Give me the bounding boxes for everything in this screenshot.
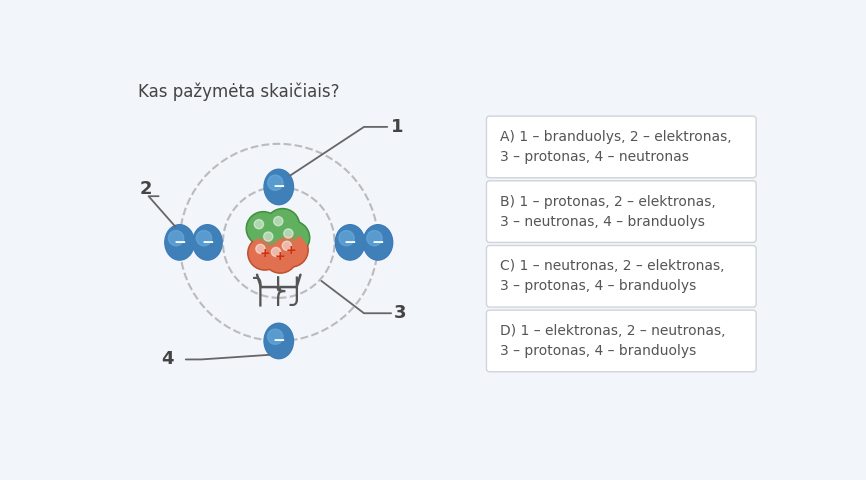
Text: +: +: [260, 247, 270, 260]
Circle shape: [246, 212, 281, 245]
Text: −: −: [344, 235, 357, 250]
Ellipse shape: [367, 230, 382, 246]
FancyBboxPatch shape: [487, 116, 756, 178]
Circle shape: [248, 213, 279, 244]
Circle shape: [265, 241, 296, 272]
Ellipse shape: [193, 225, 223, 260]
Text: 3 – protonas, 4 – branduolys: 3 – protonas, 4 – branduolys: [501, 344, 696, 358]
Circle shape: [275, 233, 308, 267]
Circle shape: [274, 216, 283, 226]
Text: −: −: [273, 180, 285, 194]
Text: +: +: [275, 250, 286, 263]
Ellipse shape: [193, 226, 222, 259]
Circle shape: [282, 241, 292, 251]
Circle shape: [267, 210, 298, 241]
Circle shape: [281, 226, 297, 242]
Circle shape: [266, 208, 300, 242]
Circle shape: [275, 221, 310, 255]
Text: −: −: [273, 334, 285, 348]
Circle shape: [263, 240, 297, 273]
Text: 3: 3: [393, 304, 406, 322]
Ellipse shape: [168, 230, 184, 246]
Ellipse shape: [339, 230, 354, 246]
Circle shape: [255, 244, 265, 253]
Ellipse shape: [364, 226, 392, 259]
Text: B) 1 – protonas, 2 – elektronas,: B) 1 – protonas, 2 – elektronas,: [501, 195, 716, 209]
Circle shape: [248, 236, 281, 270]
Text: 3 – protonas, 4 – branduolys: 3 – protonas, 4 – branduolys: [501, 279, 696, 293]
Circle shape: [263, 232, 273, 241]
Ellipse shape: [264, 169, 294, 204]
Ellipse shape: [264, 323, 294, 359]
FancyBboxPatch shape: [487, 310, 756, 372]
Circle shape: [268, 244, 285, 261]
Circle shape: [270, 213, 288, 230]
Text: 1: 1: [391, 118, 404, 136]
Text: ⎫⎬⎭: ⎫⎬⎭: [250, 277, 307, 308]
Ellipse shape: [268, 329, 283, 344]
Text: C) 1 – neutronas, 2 – elektronas,: C) 1 – neutronas, 2 – elektronas,: [501, 259, 725, 273]
Ellipse shape: [335, 225, 365, 260]
Text: −: −: [372, 235, 385, 250]
Circle shape: [279, 238, 296, 255]
Ellipse shape: [363, 225, 392, 260]
Circle shape: [255, 224, 289, 258]
Text: Kas pažymėta skaičiais?: Kas pažymėta skaičiais?: [138, 82, 339, 101]
Circle shape: [255, 220, 263, 229]
Text: 3 – neutronas, 4 – branduolys: 3 – neutronas, 4 – branduolys: [501, 215, 705, 228]
Circle shape: [271, 247, 281, 257]
Circle shape: [257, 226, 288, 256]
Circle shape: [277, 222, 308, 253]
Circle shape: [251, 216, 268, 233]
Ellipse shape: [165, 226, 193, 259]
FancyBboxPatch shape: [487, 181, 756, 242]
Ellipse shape: [268, 175, 283, 191]
Ellipse shape: [265, 170, 293, 204]
Circle shape: [284, 229, 293, 238]
Text: A) 1 – branduolys, 2 – elektronas,: A) 1 – branduolys, 2 – elektronas,: [501, 130, 732, 144]
Text: −: −: [201, 235, 214, 250]
Text: +: +: [286, 244, 296, 257]
Circle shape: [260, 228, 277, 245]
Text: −: −: [173, 235, 186, 250]
Circle shape: [249, 238, 281, 269]
Circle shape: [275, 235, 307, 265]
Text: 3 – protonas, 4 – neutronas: 3 – protonas, 4 – neutronas: [501, 150, 689, 164]
Ellipse shape: [197, 230, 211, 246]
Text: 2: 2: [139, 180, 152, 197]
Text: D) 1 – elektronas, 2 – neutronas,: D) 1 – elektronas, 2 – neutronas,: [501, 324, 726, 338]
Circle shape: [252, 241, 269, 258]
Text: 4: 4: [162, 350, 174, 369]
FancyBboxPatch shape: [487, 245, 756, 307]
Ellipse shape: [336, 226, 364, 259]
Ellipse shape: [165, 225, 194, 260]
Ellipse shape: [265, 324, 293, 358]
